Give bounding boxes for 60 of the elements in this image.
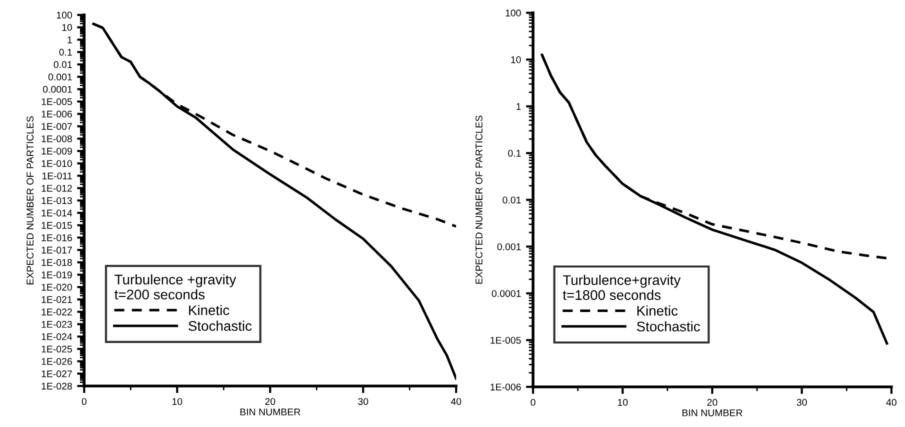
x-tick-label: 10 <box>618 398 628 406</box>
y-tick-label: 0.01 <box>54 61 72 68</box>
y-tick-label: 1E-013 <box>42 197 72 204</box>
x-tick-label: 20 <box>707 398 718 406</box>
y-tick-label: 0.0001 <box>43 86 72 93</box>
legend-label: Kinetic <box>637 306 678 316</box>
x-tick-label: 30 <box>358 398 368 405</box>
y-tick-label: 0.0001 <box>492 290 521 297</box>
x-tick-label: 20 <box>265 398 276 405</box>
x-tick-label: 40 <box>886 398 896 406</box>
y-tick-label: 1 <box>516 103 521 110</box>
y-tick-label: 10 <box>511 56 521 64</box>
y-tick-label: 1E-005 <box>42 98 72 106</box>
y-tick-label: 0.001 <box>48 74 72 80</box>
y-tick-label: 1E-015 <box>42 222 72 229</box>
y-tick-label: 100 <box>506 10 521 16</box>
legend-title: Turbulence+gravity t=1800 seconds <box>562 274 681 300</box>
y-tick-label: 10 <box>62 24 72 31</box>
y-tick-label: 1E-012 <box>42 184 72 192</box>
y-tick-label: 1E-010 <box>42 160 72 167</box>
y-tick-label: 1E-023 <box>42 320 72 328</box>
y-tick-label: 1E-009 <box>42 148 72 155</box>
y-tick-label: 1E-019 <box>42 271 72 278</box>
y-tick-label: 1E-022 <box>42 308 72 316</box>
legend-label: Stochastic <box>188 320 252 331</box>
y-tick-label: 1 <box>68 36 72 44</box>
y-tick-label: 0.1 <box>59 48 72 56</box>
y-tick-label: 1E-007 <box>42 123 72 130</box>
y-tick-label: 1E-024 <box>42 333 72 340</box>
y-tick-label: 1E-008 <box>42 135 72 142</box>
legend-label: Stochastic <box>636 321 700 332</box>
x-tick-label: 0 <box>82 398 86 405</box>
y-tick-label: 1E-014 <box>42 210 72 216</box>
y-tick-label: 1E-011 <box>42 172 72 180</box>
y-axis-title: EXPECTED NUMBER OF PARTICLES <box>26 116 34 284</box>
y-tick-label: 0.1 <box>508 150 521 157</box>
y-tick-label: 1E-021 <box>42 296 72 304</box>
y-tick-label: 1E-006 <box>490 384 521 390</box>
y-tick-label: 1E-017 <box>42 246 72 254</box>
y-tick-label: 1E-020 <box>42 284 72 291</box>
legend-label: Kinetic <box>189 304 230 316</box>
y-tick-label: 1E-028 <box>42 382 72 390</box>
x-tick-label: 40 <box>450 398 462 405</box>
y-axis-title: EXPECTED NUMBER OF PARTICLES <box>476 116 482 284</box>
y-tick-label: 1E-025 <box>42 346 72 353</box>
x-axis-title: BIN NUMBER <box>682 409 742 416</box>
x-axis-title: BIN NUMBER <box>240 408 300 416</box>
legend-title: Turbulence +gravity t=200 seconds <box>114 274 236 300</box>
y-tick-label: 0.001 <box>497 243 521 250</box>
x-tick-label: 30 <box>796 398 807 406</box>
y-tick-label: 1E-006 <box>42 110 72 118</box>
y-tick-label: 1E-026 <box>42 358 72 365</box>
y-tick-label: 0.01 <box>502 196 521 204</box>
y-tick-label: 1E-016 <box>42 234 72 242</box>
x-tick-label: 10 <box>172 398 182 405</box>
x-tick-label: 0 <box>530 398 536 406</box>
y-tick-label: 1E-027 <box>42 370 72 378</box>
y-tick-label: 1E-018 <box>42 259 72 266</box>
y-tick-label: 1E-005 <box>490 336 521 344</box>
y-tick-label: 100 <box>56 12 72 19</box>
